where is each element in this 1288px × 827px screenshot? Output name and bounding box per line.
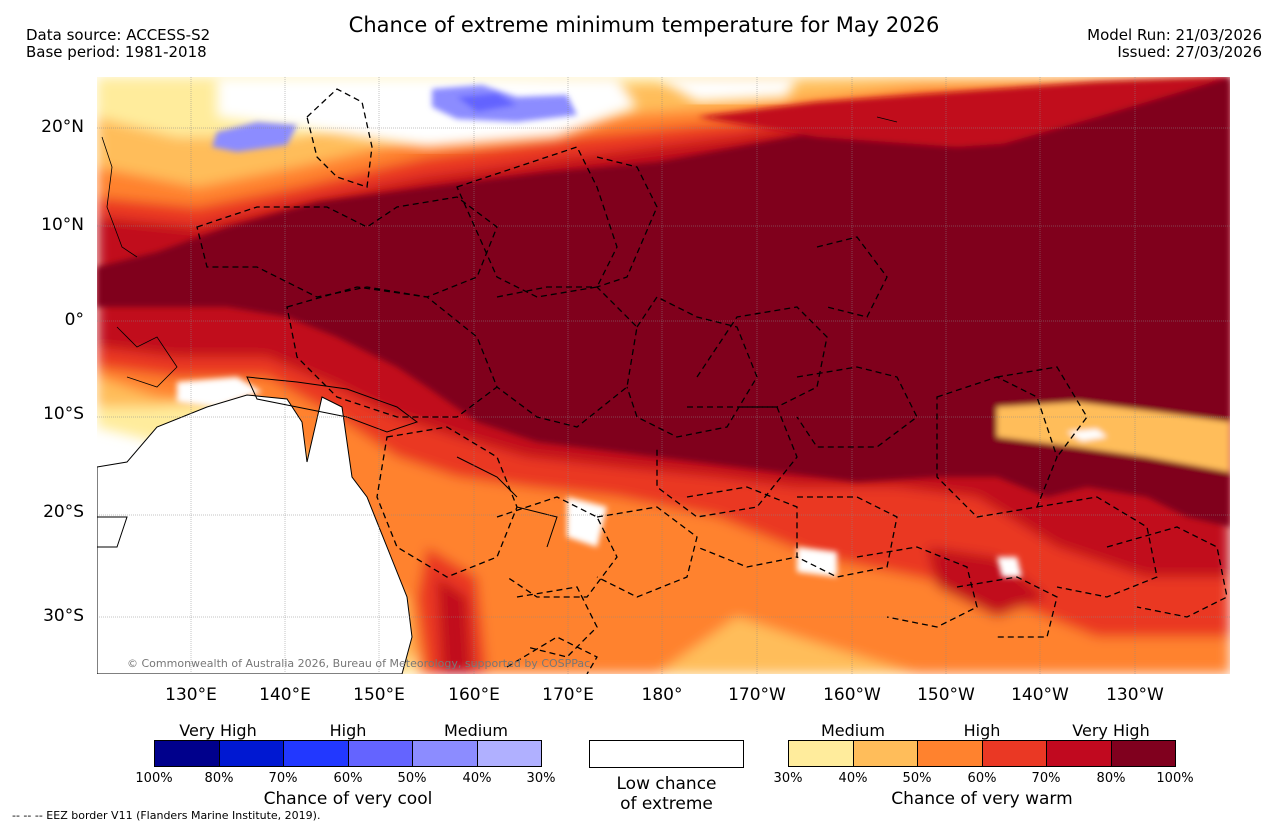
eez-borders: [196, 88, 1228, 674]
lon-label-150e: 150°E: [353, 685, 405, 705]
warm-tick: 50%: [902, 771, 932, 786]
lat-label-10n: 10°N: [41, 215, 84, 235]
warm-swatch-1: [789, 741, 854, 766]
cool-swatch-5: [413, 741, 478, 766]
map-panel[interactable]: © Commonwealth of Australia 2026, Bureau…: [97, 77, 1230, 674]
very-warm-core: [97, 77, 1230, 527]
cool-tick: 100%: [135, 771, 173, 786]
warm-legend-label: Chance of very warm: [891, 789, 1073, 809]
warm-colorbar: [788, 740, 1176, 767]
cool-tick: 30%: [526, 771, 556, 786]
warm-band-very-high: Very High: [1072, 721, 1150, 740]
warm-tick: 100%: [1156, 771, 1194, 786]
cool-swatch-3: [284, 741, 349, 766]
data-source: Data source: ACCESS-S2: [26, 26, 211, 44]
warm-tick: 40%: [838, 771, 868, 786]
lat-label-20s: 20°S: [43, 502, 84, 522]
base-period: Base period: 1981-2018: [26, 43, 207, 61]
low-chance-line2: of extreme: [620, 794, 713, 814]
cool-tick: 50%: [397, 771, 427, 786]
lon-label-170w: 170°W: [728, 685, 786, 705]
cool-swatch-4: [348, 741, 413, 766]
page-title: Chance of extreme minimum temperature fo…: [348, 13, 940, 37]
cool-tick: 80%: [204, 771, 234, 786]
lon-label-180: 180°: [641, 685, 683, 705]
low-chance-swatch: [589, 740, 744, 768]
cool-band-very-high: Very High: [179, 721, 257, 740]
cool-swatch-2: [219, 741, 284, 766]
model-run: Model Run: 21/03/2026: [1087, 26, 1262, 44]
issued-date: Issued: 27/03/2026: [1117, 43, 1262, 61]
lon-label-170e: 170°E: [542, 685, 594, 705]
lon-label-160w: 160°W: [823, 685, 881, 705]
warm-tick: 30%: [773, 771, 803, 786]
cool-colorbar: [154, 740, 542, 767]
cool-tick: 60%: [333, 771, 363, 786]
lat-label-20n: 20°N: [41, 117, 84, 137]
lon-label-130e: 130°E: [165, 685, 217, 705]
copyright-notice: © Commonwealth of Australia 2026, Bureau…: [127, 657, 591, 670]
warm-band-medium: Medium: [821, 721, 885, 740]
lon-label-130w: 130°W: [1106, 685, 1164, 705]
cool-band-high: High: [329, 721, 367, 740]
lat-label-10s: 10°S: [43, 404, 84, 424]
new-guinea-coast: [246, 376, 419, 433]
graticule: [97, 77, 1230, 674]
cool-swatch-1: [155, 741, 220, 766]
eez-footnote: -- -- -- EEZ border V11 (Flanders Marine…: [12, 809, 321, 822]
lon-label-140w: 140°W: [1011, 685, 1069, 705]
warm-swatch-5: [1047, 741, 1112, 766]
cool-tick: 70%: [268, 771, 298, 786]
low-chance-line1: Low chance: [616, 774, 717, 794]
lon-label-160e: 160°E: [448, 685, 500, 705]
low-chance-label: Low chance of extreme: [589, 774, 744, 814]
cool-swatch-6: [477, 741, 541, 766]
warm-tick: 70%: [1031, 771, 1061, 786]
lat-label-0: 0°: [64, 310, 84, 330]
warm-swatch-3: [918, 741, 983, 766]
warm-swatch-2: [853, 741, 918, 766]
cool-band-medium: Medium: [444, 721, 508, 740]
warm-tick: 60%: [967, 771, 997, 786]
australia-landmass: [97, 394, 413, 674]
warm-band-high: High: [963, 721, 1001, 740]
warm-tick: 80%: [1096, 771, 1126, 786]
lon-label-140e: 140°E: [259, 685, 311, 705]
lon-label-150w: 150°W: [917, 685, 975, 705]
cool-legend-label: Chance of very cool: [263, 789, 433, 809]
warm-swatch-6: [1111, 741, 1175, 766]
map-canvas: [97, 77, 1230, 674]
cool-tick: 40%: [462, 771, 492, 786]
warm-swatch-4: [982, 741, 1047, 766]
lat-label-30s: 30°S: [43, 606, 84, 626]
